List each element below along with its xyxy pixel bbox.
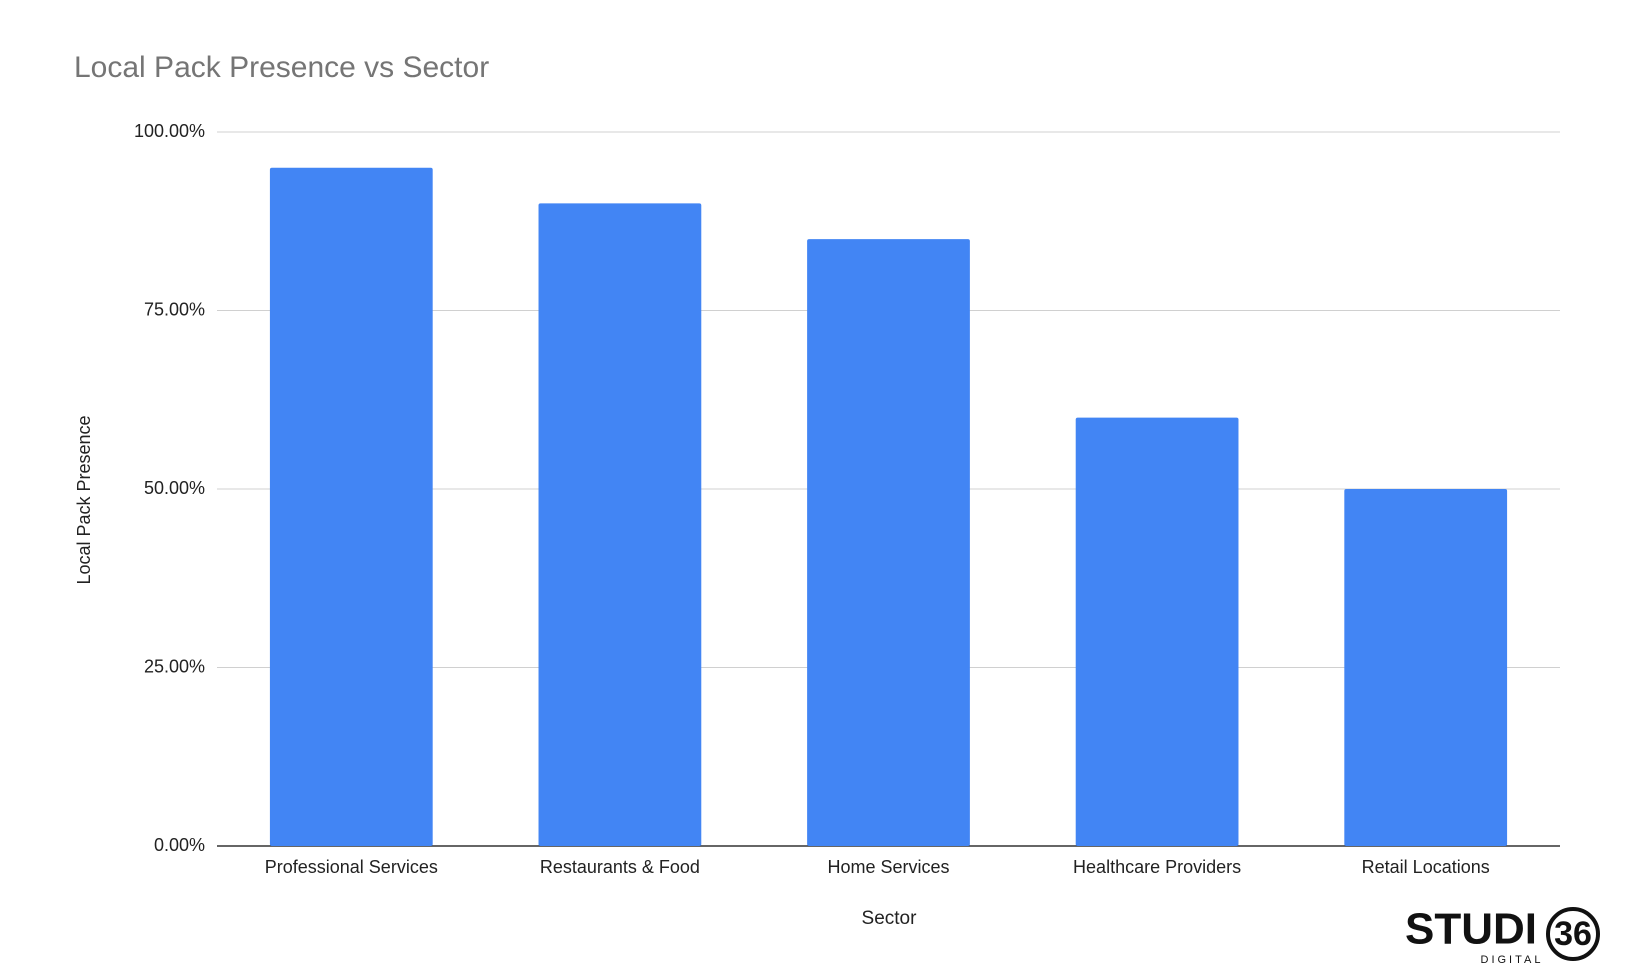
bar: [1344, 489, 1508, 846]
bar: [807, 239, 970, 847]
logo-text: STUDI: [1405, 905, 1537, 954]
y-tick-label: 50.00%: [144, 478, 205, 498]
logo: STUDI 36 DIGITAL: [1405, 905, 1600, 966]
x-tick-label: Restaurants & Food: [540, 857, 700, 877]
bar: [538, 203, 702, 846]
x-axis-label: Sector: [862, 908, 918, 929]
x-tick-label: Healthcare Providers: [1073, 857, 1241, 877]
logo-circle: [1546, 907, 1600, 961]
chart-title: Local Pack Presence vs Sector: [74, 51, 489, 84]
y-tick-label: 75.00%: [144, 299, 205, 319]
y-tick-label: 25.00%: [144, 656, 205, 676]
logo-number: 36: [1554, 915, 1592, 953]
logo-sub: DIGITAL: [1481, 954, 1544, 966]
bar: [269, 167, 433, 846]
x-tick-label: Retail Locations: [1362, 857, 1490, 877]
x-tick-label: Professional Services: [265, 857, 438, 877]
y-tick-label: 0.00%: [154, 835, 205, 855]
x-tick-label: Home Services: [827, 857, 949, 877]
y-axis-label: Local Pack Presence: [74, 415, 94, 584]
bar: [1075, 417, 1239, 846]
y-tick-label: 100.00%: [134, 121, 205, 141]
